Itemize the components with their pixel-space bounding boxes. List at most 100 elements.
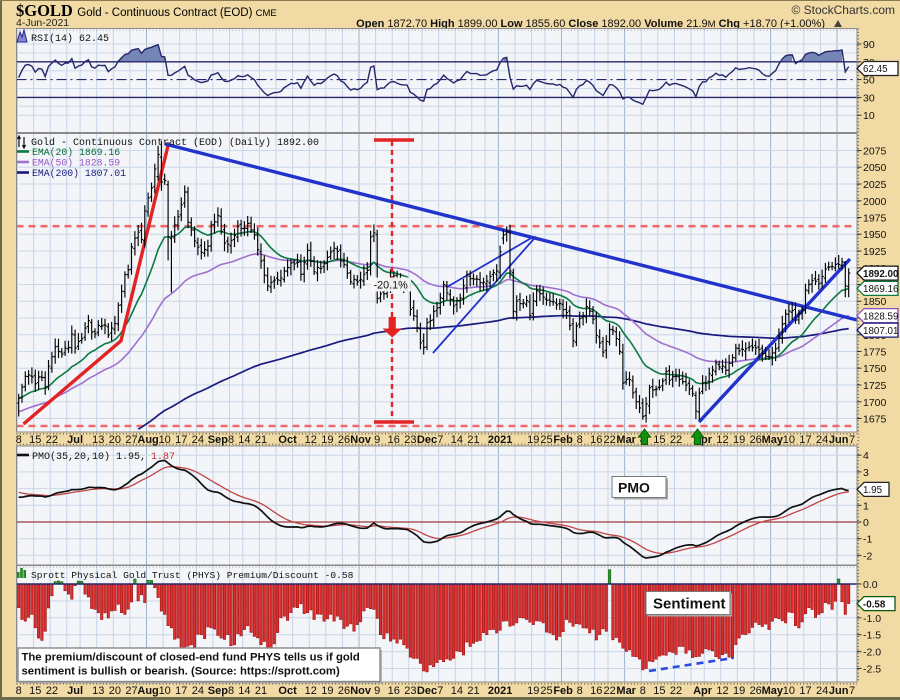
svg-text:19: 19 — [733, 434, 745, 446]
svg-text:21: 21 — [255, 434, 267, 446]
svg-text:8: 8 — [228, 685, 234, 697]
svg-text:PMO(35,20,10) 1.95,: PMO(35,20,10) 1.95, — [32, 451, 146, 463]
svg-text:7: 7 — [849, 434, 855, 446]
svg-text:Jul: Jul — [67, 685, 83, 697]
svg-text:7: 7 — [437, 685, 443, 697]
svg-text:10: 10 — [863, 110, 875, 122]
svg-text:15: 15 — [29, 685, 41, 697]
svg-text:-1: -1 — [863, 534, 872, 546]
svg-text:Feb: Feb — [553, 434, 573, 446]
svg-text:16: 16 — [590, 685, 602, 697]
svg-text:Sep: Sep — [208, 685, 228, 697]
svg-text:Aug: Aug — [137, 685, 158, 697]
svg-text:26: 26 — [338, 685, 350, 697]
svg-text:15: 15 — [29, 434, 41, 446]
svg-text:90: 90 — [863, 39, 875, 51]
svg-text:14: 14 — [451, 434, 463, 446]
svg-text:17: 17 — [799, 685, 811, 697]
svg-text:-20.1%: -20.1% — [374, 280, 409, 292]
svg-text:16: 16 — [388, 685, 400, 697]
svg-text:25: 25 — [540, 434, 552, 446]
svg-text:24: 24 — [816, 685, 828, 697]
svg-text:Sep: Sep — [208, 434, 228, 446]
svg-text:1.95: 1.95 — [863, 485, 883, 496]
svg-text:22: 22 — [46, 434, 58, 446]
svg-text:26: 26 — [338, 434, 350, 446]
svg-text:Apr: Apr — [693, 685, 713, 697]
svg-text:13: 13 — [92, 434, 104, 446]
svg-text:May: May — [762, 685, 784, 697]
svg-text:Sprott Physical Gold Trust (PH: Sprott Physical Gold Trust (PHYS) Premiu… — [31, 570, 354, 581]
svg-text:1: 1 — [863, 500, 869, 512]
svg-text:0: 0 — [863, 517, 869, 529]
svg-text:sentiment is bullish or bearis: sentiment is bullish or bearish. (Source… — [22, 666, 340, 678]
svg-text:1828.59: 1828.59 — [863, 311, 898, 322]
svg-text:23: 23 — [404, 685, 416, 697]
svg-text:8: 8 — [228, 434, 234, 446]
svg-text:May: May — [762, 434, 784, 446]
svg-text:Sentiment: Sentiment — [653, 596, 726, 613]
svg-text:1675: 1675 — [863, 414, 887, 426]
svg-text:Dec: Dec — [417, 434, 437, 446]
svg-text:Oct: Oct — [278, 434, 297, 446]
svg-text:15: 15 — [653, 685, 665, 697]
svg-text:19: 19 — [527, 685, 539, 697]
svg-text:1892.00: 1892.00 — [863, 269, 899, 280]
svg-text:26: 26 — [750, 685, 762, 697]
svg-text:12: 12 — [716, 434, 728, 446]
svg-text:2000: 2000 — [863, 196, 887, 208]
svg-text:30: 30 — [863, 92, 875, 104]
svg-text:8: 8 — [577, 434, 583, 446]
svg-text:1.87: 1.87 — [151, 452, 175, 463]
svg-text:22: 22 — [670, 685, 682, 697]
svg-text:8: 8 — [16, 685, 22, 697]
svg-text:Jul: Jul — [67, 434, 83, 446]
svg-text:1725: 1725 — [863, 380, 887, 392]
svg-text:RSI(14) 62.45: RSI(14) 62.45 — [31, 33, 109, 45]
svg-text:62.45: 62.45 — [863, 64, 888, 75]
svg-text:-2.5: -2.5 — [863, 664, 881, 676]
svg-text:14: 14 — [238, 685, 250, 697]
svg-text:10: 10 — [783, 685, 795, 697]
svg-text:EMA(20) 1869.16: EMA(20) 1869.16 — [32, 147, 120, 158]
svg-text:13: 13 — [92, 685, 104, 697]
svg-text:12: 12 — [305, 685, 317, 697]
svg-text:1850: 1850 — [863, 296, 887, 308]
svg-text:50: 50 — [863, 75, 875, 87]
svg-text:-1.5: -1.5 — [863, 630, 881, 642]
svg-text:Mar: Mar — [616, 434, 636, 446]
svg-text:Jun: Jun — [829, 685, 849, 697]
svg-text:Oct: Oct — [278, 685, 297, 697]
svg-text:1869.16: 1869.16 — [863, 284, 899, 295]
svg-text:2025: 2025 — [863, 179, 887, 191]
svg-text:24: 24 — [192, 685, 204, 697]
svg-text:22: 22 — [603, 685, 615, 697]
svg-text:14: 14 — [238, 434, 250, 446]
svg-text:12: 12 — [305, 434, 317, 446]
svg-text:19: 19 — [321, 434, 333, 446]
svg-text:19: 19 — [733, 685, 745, 697]
svg-text:24: 24 — [192, 434, 204, 446]
svg-text:1700: 1700 — [863, 397, 887, 409]
svg-text:Dec: Dec — [417, 685, 437, 697]
svg-text:10: 10 — [783, 434, 795, 446]
svg-text:20: 20 — [109, 685, 121, 697]
svg-text:9: 9 — [374, 434, 380, 446]
svg-text:Gold - Continuous Contract (EO: Gold - Continuous Contract (EOD) (Daily)… — [31, 137, 319, 149]
svg-text:The premium/discount of closed: The premium/discount of closed-end fund … — [22, 652, 360, 664]
svg-text:7: 7 — [437, 434, 443, 446]
svg-text:16: 16 — [590, 434, 602, 446]
svg-text:1807.01: 1807.01 — [863, 326, 898, 337]
svg-text:8: 8 — [577, 685, 583, 697]
svg-text:Nov: Nov — [350, 434, 372, 446]
svg-text:2050: 2050 — [863, 162, 887, 174]
svg-text:12: 12 — [716, 685, 728, 697]
svg-text:2021: 2021 — [488, 685, 512, 697]
svg-text:2075: 2075 — [863, 146, 887, 158]
svg-text:17: 17 — [175, 685, 187, 697]
svg-text:17: 17 — [799, 434, 811, 446]
svg-text:22: 22 — [603, 434, 615, 446]
svg-text:21: 21 — [467, 434, 479, 446]
svg-text:1975: 1975 — [863, 213, 887, 225]
svg-text:25: 25 — [540, 685, 552, 697]
